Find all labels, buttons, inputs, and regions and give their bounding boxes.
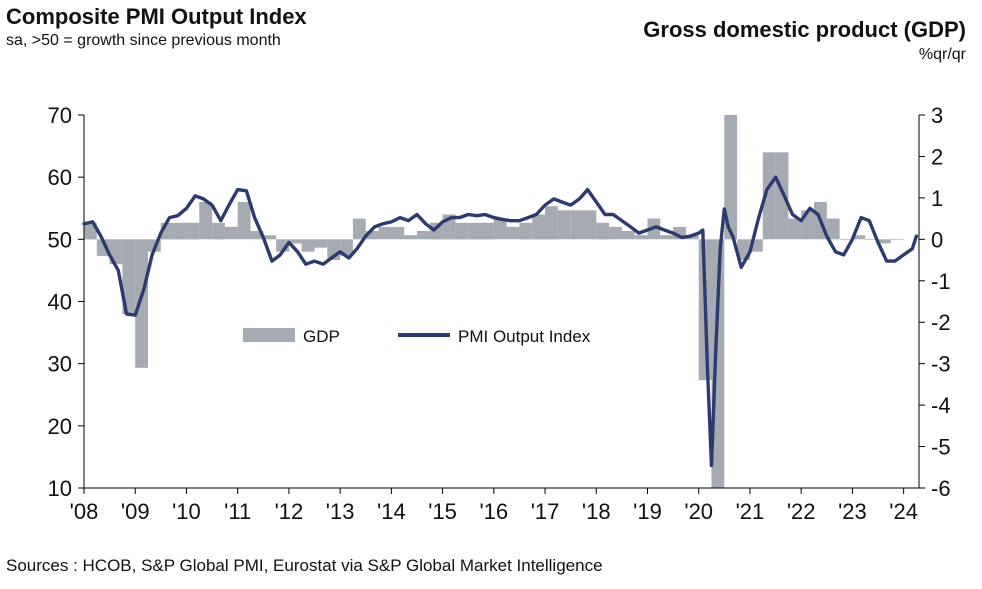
x-tick-label: '11 [224,499,251,524]
right-tick-label: -6 [931,476,951,501]
gdp-bars [84,115,904,488]
gdp-bar [481,222,494,240]
left-tick-label: 40 [48,290,72,315]
left-axis-title: Composite PMI Output Index [6,4,307,29]
left-tick-label: 70 [48,103,72,128]
gdp-bar [173,222,187,240]
x-tick-label: '21 [736,499,765,524]
x-tick-label: '15 [428,499,457,524]
left-tick-label: 10 [48,476,72,501]
left-tick-label: 60 [48,165,72,190]
x-tick-label: '18 [582,499,611,524]
x-tick-label: '19 [633,499,662,524]
right-tick-label: 0 [931,227,943,252]
right-tick-label: -5 [931,435,951,460]
x-tick-label: '17 [531,499,560,524]
right-tick-label: -4 [931,393,951,418]
gdp-bar [557,210,571,240]
right-tick-label: 3 [931,103,943,128]
pmi-line-layer [82,175,919,468]
gdp-bar [122,239,136,314]
gdp-bar [314,239,328,248]
gdp-bar [634,235,648,240]
right-axis-title: Gross domestic product (GDP) [643,17,966,42]
gdp-bar [212,222,225,240]
gdp-bar [596,222,610,240]
chart-legend: GDP PMI Output Index [243,327,591,346]
x-tick-label: '16 [479,499,508,524]
x-tick-label: '14 [377,499,406,524]
gdp-bar [224,226,238,240]
gdp-bar [506,226,520,240]
left-tick-label: 20 [48,414,72,439]
x-tick-label: '23 [838,499,867,524]
gdp-bar [826,218,840,240]
gdp-bar [660,235,674,240]
legend-pmi-label: PMI Output Index [458,327,591,346]
source-note: Sources : HCOB, S&P Global PMI, Eurostat… [6,556,603,575]
gdp-bar [570,210,584,240]
right-axis-subtitle: %qr/qr [918,46,966,63]
gdp-bar [391,226,405,240]
x-tick-label: '20 [684,499,713,524]
gdp-bar [839,239,853,240]
gdp-bar [186,222,200,240]
gdp-bar [583,210,597,240]
gdp-bar [404,235,417,240]
x-tick-label: '08 [70,499,99,524]
gdp-bar [801,210,814,240]
pmi-line [82,175,919,468]
right-tick-label: -1 [931,269,951,294]
gdp-bar [711,239,725,488]
gdp-bar [621,231,635,240]
right-tick-label: 2 [931,144,943,169]
gdp-bar [84,222,97,240]
gdp-bar [609,226,622,240]
x-tick-label: '22 [787,499,816,524]
gdp-bar [301,239,315,252]
gdp-bar [263,235,277,240]
right-tick-label: -3 [931,352,951,377]
gdp-bar [724,115,738,240]
gdp-bar [288,239,302,244]
gdp-bar [865,239,878,240]
gdp-bar [685,235,699,240]
gdp-bar [378,226,392,240]
gdp-bar [890,239,904,240]
gdp-bar [532,214,545,240]
left-tick-label: 50 [48,227,72,252]
gdp-bar [468,222,481,240]
legend-gdp-label: GDP [303,327,340,346]
gdp-bar [135,239,148,368]
x-tick-label: '13 [326,499,355,524]
left-axis-subtitle: sa, >50 = growth since previous month [6,32,281,49]
gdp-bar [340,239,353,256]
right-tick-label: 1 [931,186,943,211]
gdp-bar [775,152,789,240]
right-tick-label: -2 [931,310,951,335]
gdp-bar [352,218,366,240]
gdp-bar [762,152,776,240]
gdp-bar [455,222,469,240]
left-tick-label: 30 [48,352,72,377]
gdp-bar [493,218,507,240]
gdp-bar [788,218,802,240]
gdp-bar [365,231,379,240]
gdp-bar [519,222,533,240]
chart-axes: 10 20 30 40 50 60 70 -6 -5 -4 -3 -2 -1 0 1 2 3 '08 '09 '10 '… [48,103,951,524]
legend-gdp-swatch [243,328,295,342]
x-tick-label: '12 [275,499,304,524]
gdp-bar [545,206,558,240]
gdp-bar [878,239,891,244]
gdp-bar [199,202,213,240]
gdp-bar [237,202,251,240]
gdp-bar [250,231,264,240]
x-tick-label: '09 [121,499,150,524]
x-tick-label: '24 [889,499,918,524]
x-tick-label: '10 [172,499,201,524]
gdp-bar [417,231,430,240]
gdp-bar [852,235,866,240]
